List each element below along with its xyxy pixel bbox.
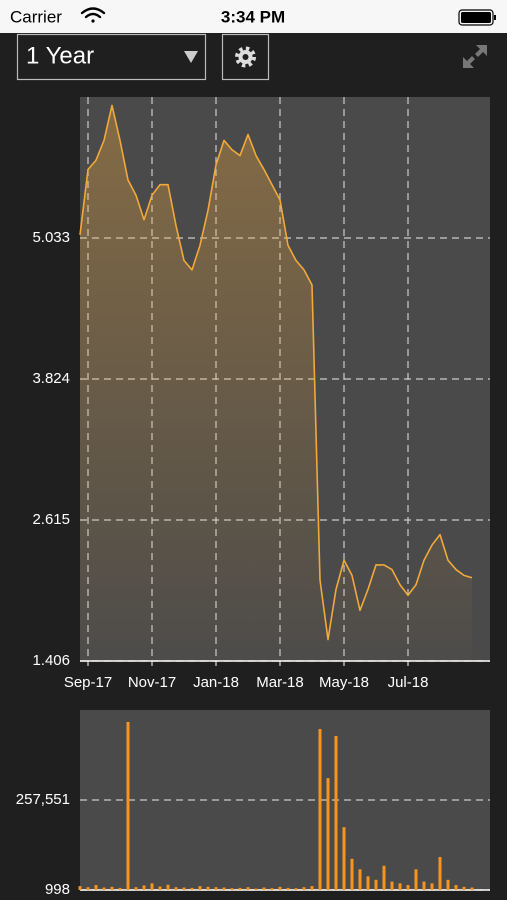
volume-bar (342, 827, 346, 890)
volume-bar (166, 884, 170, 890)
volume-bar (222, 887, 226, 890)
volume-bar (150, 883, 154, 890)
volume-bar (334, 735, 338, 890)
y-tick-label: 2.615 (32, 511, 70, 528)
volume-bar (254, 888, 258, 890)
volume-bar (462, 886, 466, 890)
volume-bar (174, 887, 178, 890)
price-line (79, 104, 473, 641)
volume-bar (102, 887, 106, 890)
x-tick-label: Nov-17 (128, 674, 176, 691)
volume-bar (142, 885, 146, 890)
dropdown-arrow (184, 51, 198, 63)
battery-icon (458, 9, 496, 26)
volume-bar (390, 881, 394, 890)
volume-bar (214, 887, 218, 890)
volume-bar (406, 885, 410, 890)
volume-bar (182, 887, 186, 890)
volume-bar (422, 881, 426, 890)
settings-button[interactable] (221, 33, 270, 81)
volume-bar (278, 886, 282, 890)
volume-bar (366, 876, 370, 890)
volume-bar (382, 865, 386, 890)
volume-bar (302, 887, 306, 890)
volume-bar (126, 721, 130, 890)
x-tick-label: Jan-18 (193, 674, 239, 691)
x-tick-label: Sep-17 (64, 674, 112, 691)
volume-bar (198, 886, 202, 890)
y-tick-label: 257,551 (16, 791, 70, 808)
volume-bar (270, 888, 274, 890)
x-tick-label: Jul-18 (388, 674, 429, 691)
y-tick-label: 5.033 (32, 229, 70, 246)
volume-bar (246, 887, 250, 890)
volume-bar (318, 728, 322, 890)
volume-bar (438, 857, 442, 890)
volume-bar (206, 886, 210, 890)
volume-bar (326, 778, 330, 890)
volume-bar (238, 887, 242, 890)
volume-bar (78, 886, 82, 890)
expand-button[interactable] (463, 45, 487, 68)
status-bar (0, 0, 507, 33)
volume-bar (350, 858, 354, 890)
volume-bar (230, 888, 234, 890)
volume-bar (358, 869, 362, 890)
gear-teeth (235, 46, 256, 68)
volume-bar (446, 879, 450, 890)
volume-bar (118, 887, 122, 890)
area-fill (80, 105, 472, 661)
dropdown-box[interactable] (16, 33, 207, 81)
volume-bar (374, 879, 378, 890)
range-label[interactable]: 1 Year (26, 42, 94, 69)
volume-bar (134, 887, 138, 890)
volume-bar (294, 888, 298, 890)
volume-bar (398, 883, 402, 890)
volume-bar (190, 887, 194, 890)
y-tick-label: 998 (45, 881, 70, 898)
y-tick-label: 1.406 (32, 652, 70, 669)
carrier: Carrier (10, 7, 62, 26)
volume-bar (414, 869, 418, 890)
volume-bar (430, 883, 434, 890)
volume-bar (454, 885, 458, 890)
wifi-icon (80, 7, 106, 23)
volume-bar (86, 887, 90, 890)
clock: 3:34 PM (221, 7, 285, 26)
volume-bar (286, 887, 290, 890)
y-tick-label: 3.824 (32, 370, 70, 387)
volume-bar (310, 886, 314, 890)
x-tick-label: May-18 (319, 674, 369, 691)
volume-bar (158, 886, 162, 890)
range-dropdown[interactable]: 1 Year (16, 33, 207, 81)
volume-bar (470, 887, 474, 890)
volume-bar (262, 887, 266, 890)
volume-bar (110, 886, 114, 890)
x-tick-label: Mar-18 (256, 674, 304, 691)
gear-hole (242, 54, 249, 60)
volume-bar (94, 885, 98, 890)
